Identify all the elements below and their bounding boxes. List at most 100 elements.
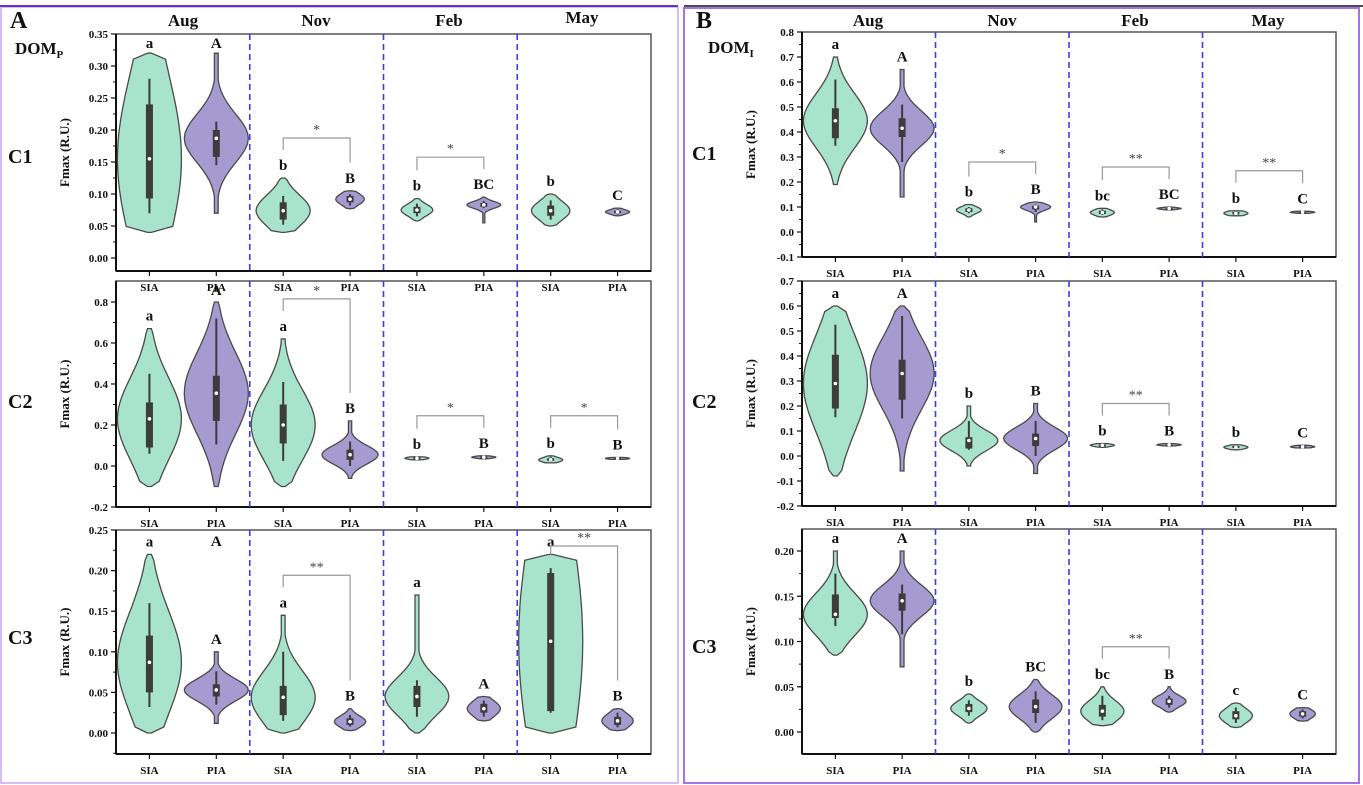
y-tick-label: 0.20 [775,546,795,558]
x-tick-label: PIA [341,282,360,294]
violin-box [898,359,906,400]
x-tick-label: SIA [826,765,844,777]
y-tick-label: 0.0 [780,227,794,239]
violin-box [145,402,153,448]
significance-stars: * [313,123,320,138]
violin-box [145,104,153,199]
plot-b-c1: -0.1 0.0 0.1 0.2 0.3 0.4 0.5 0.6 0.7 0.8 Fmax (R.U… [743,27,1337,280]
significance-letter: B [1164,667,1174,683]
x-tick-label: PIA [1160,268,1179,280]
x-tick-label: PIA [1160,765,1179,777]
violin-median [214,136,219,141]
violin-median [548,208,553,213]
significance-bracket [282,298,351,393]
significance-stars: ** [577,531,591,546]
violin-median [214,688,219,692]
y-tick-label: 0.05 [89,687,109,699]
month-header-may-b: May [1251,11,1285,30]
significance-letter: A [897,531,908,547]
x-tick-label: SIA [274,518,292,530]
x-tick-label: SIA [1093,765,1111,777]
x-tick-label: PIA [893,268,912,280]
y-tick-label: 0.20 [89,125,109,137]
y-tick-label: 0.05 [89,221,109,233]
y-tick-label: 0.5 [780,326,794,338]
violin-median [1234,713,1238,718]
y-axis-label: Fmax (R.U.) [743,110,758,179]
month-header-nov-b: Nov [987,11,1017,30]
significance-letter: c [1233,683,1240,699]
x-tick-label: PIA [1026,765,1045,777]
x-tick-label: SIA [274,765,292,777]
x-tick-label: PIA [893,765,912,777]
month-header-feb-b: Feb [1121,11,1148,30]
significance-stars: * [447,142,454,157]
x-tick-label: SIA [1227,268,1245,280]
significance-letter: BC [473,177,494,193]
violin-median [1033,436,1038,441]
violin-median [1300,444,1305,449]
violin-median [967,208,971,212]
significance-letter: A [211,632,222,648]
violin-median [833,612,838,617]
significance-letter: C [1297,191,1308,207]
significance-bracket [1101,166,1170,181]
significance-letter: b [965,386,973,402]
panel-b-dom-label: DOMI [708,38,754,60]
violin-median [214,391,219,396]
x-tick-label: SIA [826,268,844,280]
y-tick-label: 0.15 [775,591,795,603]
x-tick-label: PIA [207,518,226,530]
significance-bracket [282,574,351,681]
y-tick-label: 0.7 [780,276,794,288]
violin-median [281,695,285,700]
significance-letter: B [1031,384,1041,400]
y-tick-label: 0.05 [775,682,795,694]
violin-median [281,208,285,213]
x-tick-label: PIA [1293,517,1312,529]
violin-median [967,438,971,443]
significance-letter: bc [1095,667,1110,683]
significance-letter: a [547,534,555,550]
violin-median [1167,442,1171,447]
x-tick-label: PIA [1293,765,1312,777]
y-tick-label: 0.15 [89,157,109,169]
violin-median [482,203,486,207]
significance-letter: b [965,674,973,690]
y-tick-label: 0.2 [94,420,108,432]
row-label-c3-a: C3 [8,627,32,649]
significance-letter: B [345,401,355,417]
significance-letter: b [965,185,973,201]
violin-box [212,130,220,157]
y-tick-label: 0.4 [780,127,794,139]
significance-bracket [416,156,485,171]
x-tick-label: PIA [608,765,627,777]
y-tick-label: 0.3 [780,152,794,164]
panel-a-dom-label: DOMP [15,39,64,61]
y-tick-label: -0.2 [91,502,109,514]
y-tick-label: 0.4 [94,379,108,391]
month-header-aug-a: Aug [168,11,199,30]
x-tick-label: SIA [542,765,560,777]
x-tick-label: PIA [1026,268,1045,280]
significance-letter: C [1297,688,1308,704]
violin-median [1300,712,1305,716]
x-tick-label: SIA [826,517,844,529]
violin-median [147,157,152,161]
significance-letter: b [547,436,555,452]
x-tick-label: PIA [1160,517,1179,529]
significance-letter: b [1098,424,1106,440]
violin-median [147,417,152,421]
violin-median [1100,210,1105,215]
significance-letter: B [479,436,489,452]
violin-median [482,455,486,459]
x-tick-label: SIA [542,518,560,530]
violin-median [833,118,838,123]
x-tick-label: PIA [474,282,493,294]
violin-median [147,660,152,665]
y-tick-label: 0.4 [780,351,794,363]
significance-letter: b [413,178,421,194]
violin-median [833,381,838,386]
violin-median [1100,443,1105,448]
significance-letter: a [279,595,287,611]
